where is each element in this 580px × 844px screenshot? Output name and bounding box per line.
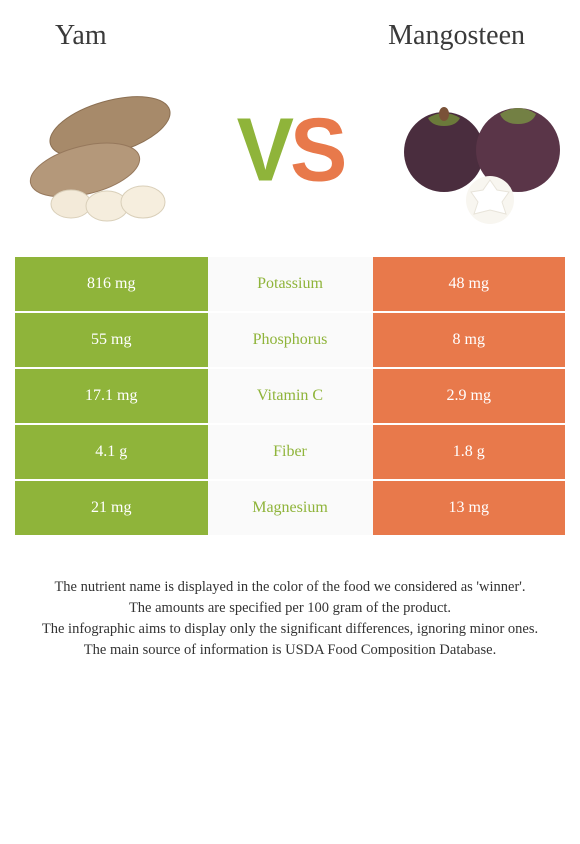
yam-image: [15, 72, 190, 227]
cell-nutrient-label: Vitamin C: [208, 369, 373, 423]
cell-left-value: 21 mg: [15, 481, 208, 535]
title-right: Mangosteen: [388, 20, 525, 52]
cell-right-value: 1.8 g: [373, 425, 566, 479]
footer-line-3: The infographic aims to display only the…: [39, 619, 541, 640]
cell-right-value: 8 mg: [373, 313, 566, 367]
footer-line-1: The nutrient name is displayed in the co…: [39, 577, 541, 598]
cell-left-value: 4.1 g: [15, 425, 208, 479]
cell-nutrient-label: Phosphorus: [208, 313, 373, 367]
cell-right-value: 2.9 mg: [373, 369, 566, 423]
cell-nutrient-label: Potassium: [208, 257, 373, 311]
vs-v: V: [237, 99, 290, 200]
cell-left-value: 17.1 mg: [15, 369, 208, 423]
cell-right-value: 13 mg: [373, 481, 566, 535]
table-row: 4.1 gFiber1.8 g: [15, 425, 565, 481]
mangosteen-image: [390, 72, 565, 227]
hero-row: VS: [15, 62, 565, 257]
table-row: 21 mgMagnesium13 mg: [15, 481, 565, 537]
cell-nutrient-label: Magnesium: [208, 481, 373, 535]
titles-row: Yam Mangosteen: [15, 20, 565, 62]
table-row: 17.1 mgVitamin C2.9 mg: [15, 369, 565, 425]
footer-line-4: The main source of information is USDA F…: [39, 640, 541, 661]
vs-s: S: [290, 99, 343, 200]
cell-left-value: 816 mg: [15, 257, 208, 311]
table-row: 816 mgPotassium48 mg: [15, 257, 565, 313]
table-row: 55 mgPhosphorus8 mg: [15, 313, 565, 369]
comparison-table: 816 mgPotassium48 mg55 mgPhosphorus8 mg1…: [15, 257, 565, 537]
cell-right-value: 48 mg: [373, 257, 566, 311]
footer-line-2: The amounts are specified per 100 gram o…: [39, 598, 541, 619]
vs-label: VS: [237, 104, 344, 194]
title-left: Yam: [55, 20, 107, 52]
cell-left-value: 55 mg: [15, 313, 208, 367]
cell-nutrient-label: Fiber: [208, 425, 373, 479]
footer-notes: The nutrient name is displayed in the co…: [15, 537, 565, 661]
